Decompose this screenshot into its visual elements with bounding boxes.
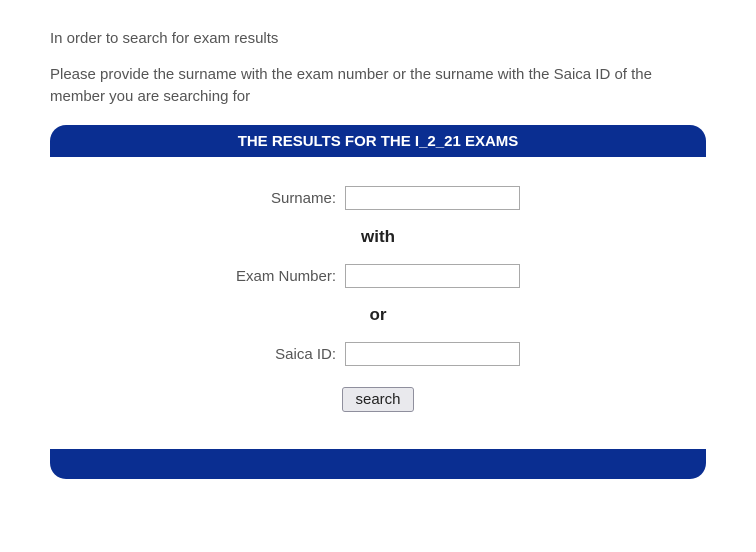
exam-number-row: Exam Number: [235, 263, 521, 289]
results-header-bar: THE RESULTS FOR THE I_2_21 EXAMS [50, 125, 706, 157]
intro-line-1: In order to search for exam results [50, 28, 706, 50]
exam-number-input[interactable] [345, 264, 520, 288]
page-container: In order to search for exam results Plea… [0, 0, 756, 479]
search-button-row: search [235, 373, 521, 413]
conjunction-with-row: with [235, 217, 521, 257]
saica-id-input[interactable] [345, 342, 520, 366]
saica-id-row: Saica ID: [235, 341, 521, 367]
conjunction-or-row: or [235, 295, 521, 335]
surname-row: Surname: [235, 185, 521, 211]
saica-id-label: Saica ID: [235, 341, 344, 367]
surname-label: Surname: [235, 185, 344, 211]
results-header-text: THE RESULTS FOR THE I_2_21 EXAMS [238, 133, 519, 150]
intro-line-2: Please provide the surname with the exam… [50, 64, 706, 108]
conjunction-or: or [235, 295, 521, 335]
footer-bar [50, 449, 706, 479]
conjunction-with: with [235, 217, 521, 257]
intro-text: In order to search for exam results Plea… [50, 28, 706, 107]
form-table: Surname: with Exam Number: or Saica ID: [235, 179, 521, 419]
search-button[interactable]: search [342, 387, 413, 412]
surname-input[interactable] [345, 186, 520, 210]
search-form: Surname: with Exam Number: or Saica ID: [50, 157, 706, 449]
exam-number-label: Exam Number: [235, 263, 344, 289]
